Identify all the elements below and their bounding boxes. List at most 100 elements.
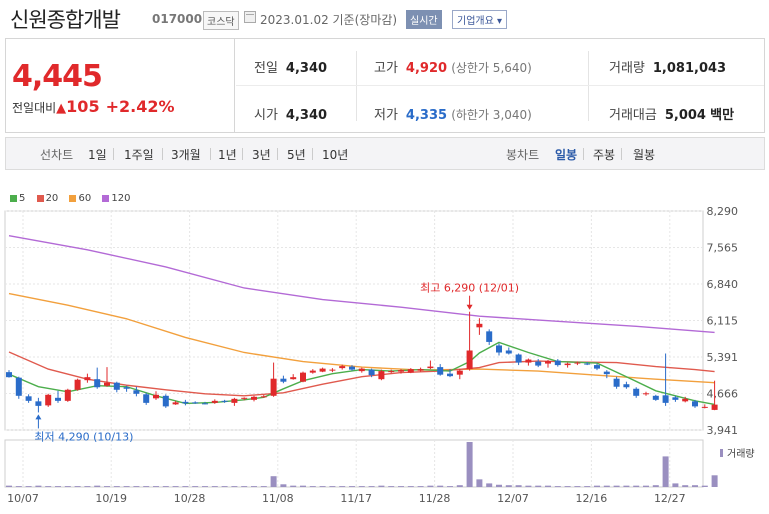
legend-ma60: 60 (69, 193, 91, 204)
candle-body (692, 401, 698, 407)
y-tick-label: 7,565 (707, 242, 739, 255)
volume-bar (339, 486, 346, 487)
candle-body (113, 382, 120, 390)
company-info-dropdown[interactable]: 기업개요 ▾ (452, 10, 507, 29)
volume-bar (143, 486, 150, 487)
tab-weekly[interactable]: 주봉 (593, 148, 616, 162)
x-tick-label: 11/17 (340, 492, 372, 505)
candle-body (35, 401, 42, 406)
volume-bar (456, 485, 463, 487)
open-label: 시가 (254, 108, 278, 123)
candle-body (84, 377, 91, 381)
candle-body (407, 369, 414, 373)
legend-label: 20 (45, 193, 59, 204)
volume-bar (554, 486, 561, 487)
volume-bar (682, 485, 689, 487)
tab-1year[interactable]: 1년 (218, 148, 237, 162)
low-price: 저가 4,335 (하한가 3,040) (374, 104, 532, 123)
candle-body (192, 402, 199, 404)
candle-body (603, 371, 610, 375)
candle-body (515, 354, 522, 363)
candle-body (545, 361, 551, 364)
line-chart-label: 선차트 (40, 148, 74, 162)
tab-divider (583, 148, 584, 160)
tab-10year[interactable]: 10년 (322, 148, 349, 162)
candle-body (133, 390, 140, 394)
candle-body (251, 396, 257, 400)
volume-legend-swatch (720, 449, 723, 457)
volume-bar (574, 486, 581, 487)
prev-close: 전일 4,340 (254, 57, 327, 76)
tab-daily[interactable]: 일봉 (555, 148, 578, 162)
candle-body (143, 394, 150, 403)
volume-bar (162, 486, 169, 487)
volume-bar (417, 486, 424, 487)
tab-1week[interactable]: 1주일 (124, 148, 154, 162)
candle-body (6, 372, 12, 378)
tab-3month[interactable]: 3개월 (171, 148, 201, 162)
candle-body (280, 378, 287, 382)
market-badge: 코스닥 (203, 11, 239, 30)
volume-bar (603, 485, 610, 487)
candle-body (358, 368, 365, 372)
x-tick-label: 12/16 (576, 492, 608, 505)
volume-bar (525, 485, 532, 487)
low-label: 저가 (374, 108, 398, 123)
base-date: 2023.01.02 기준(장마감) (260, 13, 398, 27)
y-tick-label: 4,666 (707, 388, 739, 401)
realtime-button[interactable]: 실시간 (406, 10, 442, 29)
volume-bar (515, 485, 522, 487)
candle-body (672, 397, 679, 400)
high-annotation: 최고 6,290 (12/01) (420, 282, 519, 295)
candle-body (711, 404, 718, 410)
candle-body (182, 401, 189, 404)
volume-bar (505, 485, 512, 487)
tab-3year[interactable]: 3년 (252, 148, 271, 162)
tab-1day[interactable]: 1일 (88, 148, 107, 162)
candle-body (74, 379, 81, 390)
volume-bar (398, 486, 404, 487)
volume-bar (55, 486, 61, 487)
trade-amount: 거래대금 5,004 백만 (609, 104, 734, 123)
prev-close-label: 전일 (254, 61, 278, 76)
candle-body (368, 369, 375, 376)
candle-body (260, 396, 267, 398)
volume-bar (535, 485, 542, 487)
volume-bar (486, 483, 493, 487)
candle-body (64, 389, 71, 401)
candle-body (339, 366, 346, 369)
current-price: 4,445 (12, 59, 103, 94)
candle-body (55, 397, 61, 401)
x-tick-label: 11/08 (262, 492, 294, 505)
candle-body (231, 398, 238, 403)
divider (356, 51, 357, 121)
volume-bar (319, 486, 326, 487)
candle-body (378, 371, 385, 380)
tab-5year[interactable]: 5년 (287, 148, 306, 162)
candle-body (398, 370, 404, 372)
calendar-icon (244, 11, 256, 23)
legend-swatch (36, 194, 44, 202)
candle-body (221, 400, 228, 402)
volume-bar (74, 486, 81, 487)
volume-bar (6, 485, 12, 487)
volume-bar (300, 485, 306, 487)
low-arrow-head (35, 414, 42, 420)
candle-body (417, 369, 424, 371)
candle-body (162, 395, 169, 407)
volume-bar (123, 486, 130, 487)
lower-limit: (하한가 3,040) (451, 108, 532, 122)
volume-bar (94, 485, 101, 487)
candle-body (319, 368, 326, 372)
volume-bar (202, 486, 208, 487)
volume-bar (133, 486, 140, 487)
tab-monthly[interactable]: 월봉 (633, 148, 656, 162)
divider (236, 85, 764, 86)
candle-body (554, 360, 561, 366)
volume-bar (241, 486, 248, 487)
volume-bar (113, 486, 120, 487)
volume-bar (329, 486, 336, 487)
candle-body (15, 377, 22, 396)
volume-bar (172, 486, 179, 487)
